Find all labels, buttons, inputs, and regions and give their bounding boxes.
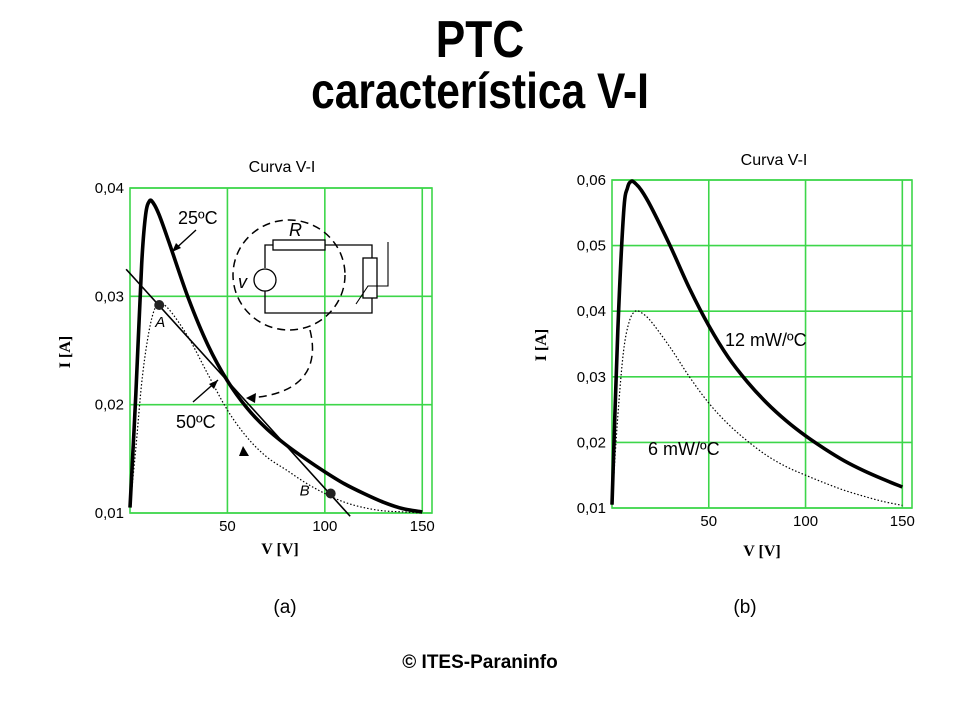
- resistor-icon: [272, 239, 326, 251]
- panel-label: (a): [273, 597, 296, 618]
- y-tick-label-1: 0,02: [95, 397, 124, 414]
- series-line-1: [129, 303, 423, 514]
- x-tick-label-1: 100: [793, 513, 818, 530]
- y-tick-label-3: 0,04: [95, 180, 124, 197]
- y-tick-label-0: 0,01: [577, 500, 606, 517]
- circuit-inset: Rv: [232, 219, 389, 403]
- y-tick-label-2: 0,03: [95, 288, 124, 305]
- operating-point-label: B: [300, 483, 310, 500]
- plot-frame: [611, 179, 913, 509]
- y-tick-label-4: 0,05: [577, 238, 606, 255]
- inset-leader-line: [247, 329, 314, 399]
- circuit-wire: [264, 291, 373, 314]
- series-label: 25ºC: [178, 208, 218, 228]
- arrow-head-icon: [246, 393, 256, 403]
- chart-title: Curva V-I: [741, 152, 808, 169]
- y-tick-label-2: 0,03: [577, 369, 606, 386]
- copyright-notice: © ITES-Paraninfo: [402, 652, 558, 673]
- y-axis-label: I [A]: [57, 336, 74, 368]
- operating-point-marker: [154, 300, 165, 310]
- series-label: 50ºC: [176, 412, 216, 432]
- page-title: PTC: [435, 11, 525, 69]
- y-tick-label-3: 0,04: [577, 303, 606, 320]
- series-line-1: [611, 309, 903, 506]
- x-tick-label-0: 50: [219, 518, 236, 535]
- x-axis-label: V [V]: [743, 543, 780, 560]
- resistor-label: R: [289, 220, 302, 240]
- x-tick-label-1: 100: [312, 518, 337, 535]
- chart-1: 50 100 150 0,01 0,02 0,03 0,04 0,05 0,06 Curva V-…: [533, 152, 915, 618]
- x-tick-label-2: 150: [410, 518, 435, 535]
- operating-point-label: A: [154, 314, 165, 331]
- y-tick-label-1: 0,02: [577, 434, 606, 451]
- panel-label: (b): [733, 597, 756, 618]
- inset-callout-ellipse: [232, 219, 346, 331]
- y-tick-label-5: 0,06: [577, 172, 606, 189]
- chart-title: Curva V-I: [249, 159, 316, 176]
- voltage-source-icon: [253, 268, 277, 292]
- y-axis-label: I [A]: [533, 329, 550, 361]
- chart-0: 50 100 150 0,01 0,02 0,03 0,04 Curva V-I V [V] I …: [57, 159, 435, 618]
- arrow-head-icon: [172, 243, 181, 252]
- series-label: 12 mW/ºC: [725, 330, 807, 350]
- series-label: 6 mW/ºC: [648, 439, 720, 459]
- page-subtitle: característica V-I: [311, 63, 649, 119]
- x-axis-label: V [V]: [261, 541, 298, 558]
- series-line-0: [128, 198, 423, 514]
- thermistor-icon: [362, 257, 378, 299]
- y-tick-label-0: 0,01: [95, 505, 124, 522]
- thermistor-arrow: [355, 242, 389, 305]
- plot-frame: [129, 187, 433, 514]
- series-line-0: [610, 179, 904, 505]
- x-tick-label-0: 50: [700, 513, 717, 530]
- series-line-2: [125, 268, 351, 517]
- x-tick-label-2: 150: [890, 513, 915, 530]
- direction-triangle-icon: [239, 446, 249, 456]
- operating-point-marker: [325, 488, 336, 499]
- arrow-head-icon: [209, 380, 218, 389]
- source-label: v: [238, 272, 248, 292]
